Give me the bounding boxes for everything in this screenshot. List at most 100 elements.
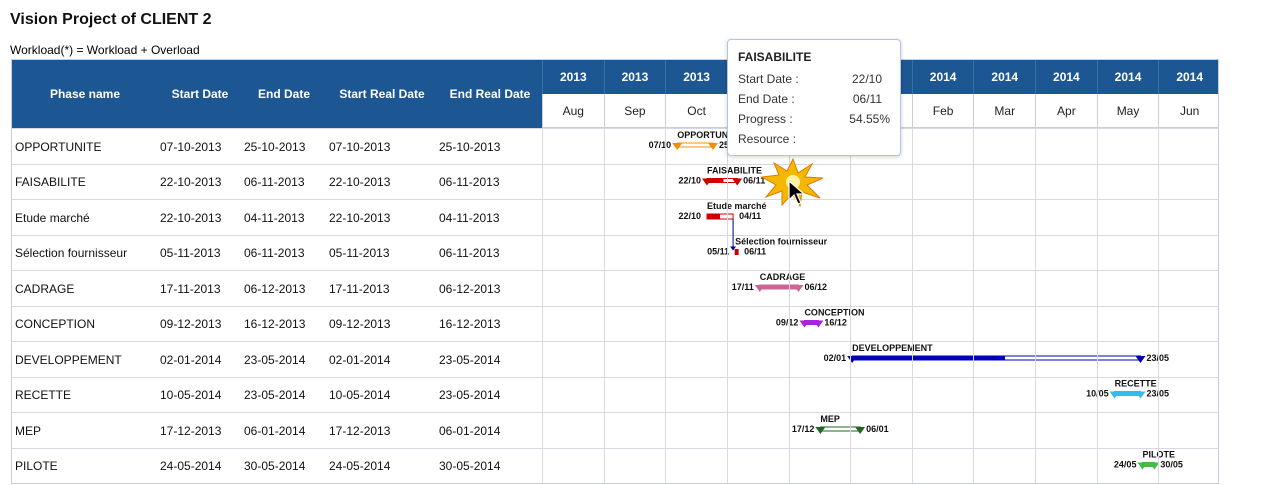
bar-phase-label: CONCEPTION [804,308,864,318]
bar-phase-label: RECETTE [1115,379,1157,389]
start-date-cell: 17-11-2013 [160,281,221,296]
year-cell: 2014 [911,60,974,94]
end-real-date-cell: 30-05-2014 [439,459,501,473]
bar-phase-label: DEVELOPPEMENT [852,343,933,353]
start-real-date-cell: 22-10-2013 [329,210,391,225]
phase-progress [759,285,799,289]
month-cell: Oct [665,94,727,128]
gantt-chart: Phase name Start Date End Date Start Rea… [11,59,1219,484]
table-row[interactable]: MEP 17-12-2013 06-01-2014 17-12-2013 06-01-2… [12,412,1218,447]
phase-start-marker [1109,391,1120,399]
start-real-date-cell: 07-10-2013 [329,139,391,154]
phase-tooltip: FAISABILITE Start Date : 22/10 End Date … [727,39,901,156]
table-row[interactable]: Etude marché 22-10-2013 04-11-2013 22-10-20… [12,199,1218,234]
end-real-date-cell: 04-11-2013 [439,210,500,225]
phase-name-cell: RECETTE [15,388,72,402]
end-real-date-cell: 16-12-2013 [439,317,501,331]
bar-end-date-label: 06/12 [804,282,827,292]
start-real-date-cell: 02-01-2014 [329,352,391,367]
phase-end-marker [732,178,743,186]
mouse-pointer-icon [788,180,806,205]
table-row[interactable]: RECETTE 10-05-2014 23-05-2014 10-05-2014 23-… [12,376,1218,412]
start-date-cell: 22-10-2013 [160,175,222,189]
start-real-date-cell: 22-10-2013 [329,175,391,189]
header-end-date[interactable]: End Date [257,87,310,101]
bar-end-date-label: 16/12 [824,318,847,328]
phase-name-cell: PILOTE [15,459,58,473]
end-date-cell: 25-10-2013 [244,139,306,154]
bar-start-date-label: 07/10 [649,140,672,150]
end-date-cell: 04-11-2013 [244,210,305,225]
start-date-cell: 17-12-2013 [160,423,222,438]
grid-line [1096,128,1098,483]
bar-phase-label: CADRAGE [760,272,806,282]
table-row[interactable]: DEVELOPPEMENT 02-01-2014 23-05-2014 02-01-2… [12,341,1218,376]
table-row[interactable]: OPPORTUNITE 07-10-2013 25-10-2013 07-10-201… [12,128,1218,163]
tooltip-end-value: 06/11 [852,92,882,106]
end-date-cell: 30-05-2014 [244,459,306,473]
end-real-date-cell: 06-01-2014 [439,423,501,438]
end-real-date-cell: 06-11-2013 [439,175,500,189]
phase-end-marker [813,320,824,328]
start-date-cell: 05-11-2013 [160,246,221,260]
grid-line [665,128,667,483]
phase-end-marker [1149,462,1160,470]
table-row[interactable]: FAISABILITE 22-10-2013 06-11-2013 22-10-201… [12,163,1218,199]
bar-phase-label: Sélection fournisseur [735,237,828,247]
end-date-cell: 23-05-2014 [244,388,306,402]
bar-start-date-label: 24/05 [1114,460,1137,470]
table-row[interactable]: PILOTE 24-05-2014 30-05-2014 24-05-2014 30-0… [12,447,1218,483]
end-real-date-cell: 06-12-2013 [439,281,501,296]
dependency-arrow [730,246,737,251]
bar-end-date-label: 04/11 [739,211,761,221]
phase-end-marker [855,427,866,434]
bar-start-date-label: 22/10 [678,176,701,186]
month-cell: Sep [603,94,666,128]
bar-start-date-label: 09/12 [776,318,799,328]
end-real-date-cell: 23-05-2014 [439,352,501,367]
grid-line [788,128,790,483]
year-cell: 2014 [1035,60,1097,94]
start-date-cell: 10-05-2014 [160,388,222,402]
header-end-real-date[interactable]: End Real Date [449,87,531,101]
table-row[interactable]: Sélection fournisseur 05-11-2013 06-11-201… [12,234,1218,270]
end-date-cell: 16-12-2013 [244,317,306,331]
phase-bar [676,142,714,148]
start-date-cell: 07-10-2013 [160,139,222,154]
tooltip-end-label: End Date : [738,92,795,106]
header-start-real-date[interactable]: Start Real Date [339,87,425,101]
phase-progress [1114,391,1141,396]
phase-name-cell: OPPORTUNITE [15,139,102,154]
workload-legend: Workload(*) = Workload + Overload [10,43,200,57]
header-start-date[interactable]: Start Date [171,87,229,101]
month-cell: Mar [973,94,1035,128]
bar-start-date-label: 02/01 [824,353,847,363]
phase-progress [707,178,724,183]
bar-end-date-label: 23/05 [1146,389,1169,399]
bar-end-date-label: 06/11 [743,176,765,186]
end-date-cell: 23-05-2014 [244,352,306,367]
table-row[interactable]: CONCEPTION 09-12-2013 16-12-2013 09-12-2013… [12,305,1218,341]
header-phase-name[interactable]: Phase name [49,87,121,101]
table-row[interactable]: CADRAGE 17-11-2013 06-12-2013 17-11-2013 06-… [12,270,1218,305]
phase-start-marker [754,285,765,292]
gantt-bars: 07/1025/10OPPORTUNITE22/1006/11FAISABILI… [649,130,1183,470]
tooltip-progress-label: Progress : [738,112,793,126]
bar-phase-label: OPPORTUNITE [677,130,742,140]
end-date-cell: 06-01-2014 [244,423,306,438]
grid-line [850,128,852,483]
phase-end-marker [1135,391,1146,399]
bar-start-date-label: 17/12 [792,424,815,434]
phase-name-cell: DEVELOPPEMENT [15,352,122,367]
bar-start-date-label: 17/11 [732,282,754,292]
bar-phase-label: Etude marché [707,201,767,211]
phase-end-marker [793,285,804,292]
tooltip-start-value: 22/10 [851,72,882,86]
end-date-cell: 06-12-2013 [244,281,306,296]
grid-line [911,128,913,483]
phase-start-marker [815,427,826,434]
phase-name-cell: Etude marché [15,210,90,225]
page-title: Vision Project of CLIENT 2 [10,11,212,28]
year-cell: 2013 [542,60,604,94]
phase-progress [804,320,819,325]
